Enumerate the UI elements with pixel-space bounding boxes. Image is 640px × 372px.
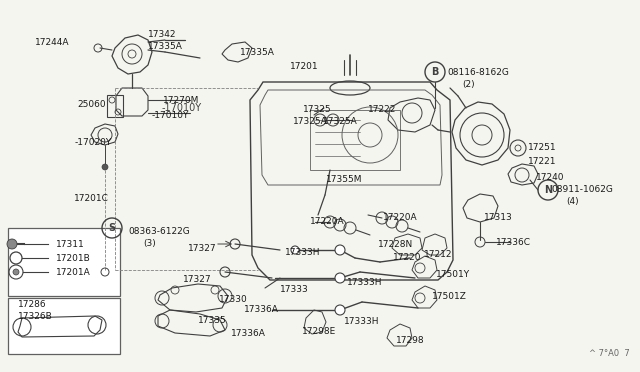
Text: 17240: 17240 [536,173,564,182]
Text: -17010Y: -17010Y [152,111,189,120]
Text: 17298: 17298 [396,336,424,345]
Text: 17501Y: 17501Y [436,270,470,279]
Text: 17333H: 17333H [344,317,380,326]
Text: 17220A: 17220A [383,213,418,222]
Text: 17330: 17330 [219,295,248,304]
Text: 17222: 17222 [368,105,396,114]
Text: 17326B: 17326B [18,312,52,321]
Text: 17311: 17311 [56,240,84,249]
Text: 17221: 17221 [528,157,557,166]
Text: 17336A: 17336A [231,329,266,338]
Text: 17325A: 17325A [293,117,328,126]
Text: 17335A: 17335A [240,48,275,57]
Text: 17201C: 17201C [74,194,109,203]
Circle shape [7,239,17,249]
Circle shape [13,269,19,275]
Text: -17020Y: -17020Y [75,138,112,147]
Text: 17355M: 17355M [326,175,362,184]
Text: B: B [431,67,438,77]
Text: 17333H: 17333H [285,248,321,257]
Text: 25060: 25060 [77,100,106,109]
Text: (4): (4) [566,197,579,206]
FancyBboxPatch shape [8,298,120,354]
Text: 17325A: 17325A [323,117,358,126]
Text: 17201B: 17201B [56,254,91,263]
Text: 17244A: 17244A [35,38,70,47]
Text: 17298E: 17298E [302,327,336,336]
Circle shape [335,273,345,283]
Text: 17342: 17342 [148,30,177,39]
Text: 17327: 17327 [183,275,212,284]
Text: 17335A: 17335A [148,42,183,51]
Text: 17336A: 17336A [244,305,279,314]
Circle shape [335,305,345,315]
Text: 17212: 17212 [424,250,452,259]
Text: 17325: 17325 [303,105,332,114]
Text: (3): (3) [143,239,156,248]
Text: 17228N: 17228N [378,240,413,249]
Text: N: N [544,185,552,195]
Text: (2): (2) [462,80,475,89]
Text: 17286: 17286 [18,300,47,309]
Text: 08363-6122G: 08363-6122G [128,227,189,236]
Text: 17220: 17220 [393,253,422,262]
Text: 17335: 17335 [198,316,227,325]
Circle shape [102,164,108,170]
Text: 17327: 17327 [188,244,216,253]
Text: 17270M: 17270M [163,96,200,105]
Text: 17501Z: 17501Z [432,292,467,301]
Text: 17313: 17313 [484,213,513,222]
FancyBboxPatch shape [8,228,120,296]
Text: 17333H: 17333H [347,278,383,287]
Text: 08911-1062G: 08911-1062G [551,185,613,194]
Text: -17010Y: -17010Y [162,103,202,113]
Text: 17201A: 17201A [56,268,91,277]
Text: 17336C: 17336C [496,238,531,247]
Text: 17201: 17201 [290,62,319,71]
Circle shape [291,246,299,254]
Text: S: S [108,223,116,233]
Text: 17251: 17251 [528,143,557,152]
Text: 08116-8162G: 08116-8162G [447,68,509,77]
Circle shape [335,245,345,255]
Text: ^ 7°A0  7: ^ 7°A0 7 [589,349,630,358]
Text: 17220A: 17220A [310,217,344,226]
Text: 17333: 17333 [280,285,308,294]
